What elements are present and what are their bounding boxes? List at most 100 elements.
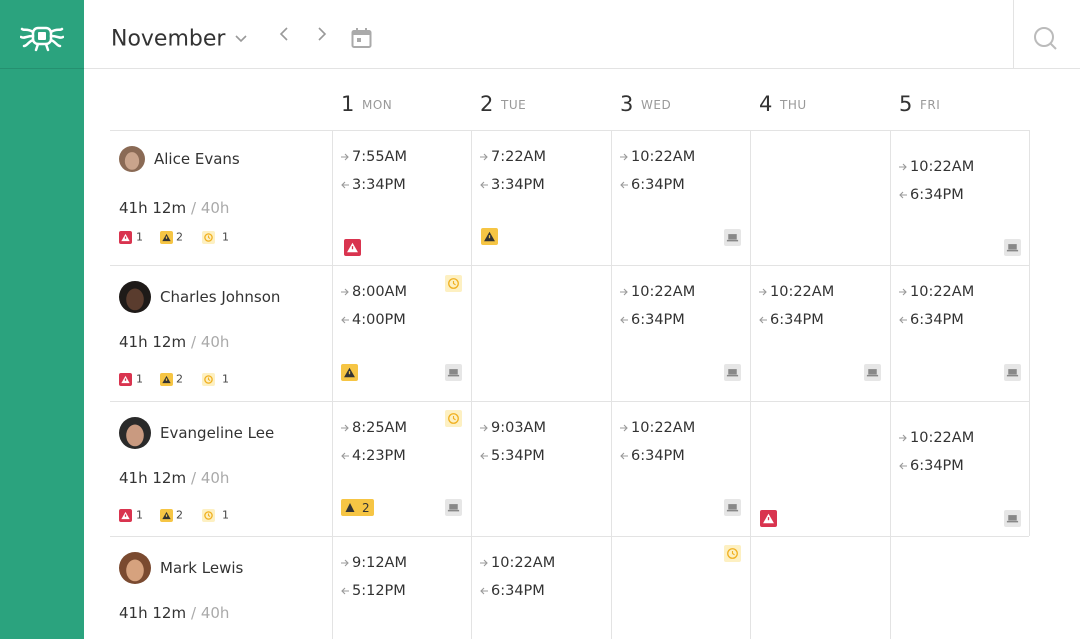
clock-out-time: 5:12PM	[352, 583, 406, 599]
icon-lap	[863, 363, 881, 381]
icon-yel	[159, 230, 173, 244]
icon-red	[118, 372, 132, 386]
clock-in-time: 8:25AM	[352, 420, 407, 436]
clock-in-time: 9:12AM	[352, 555, 407, 571]
month-dropdown[interactable]	[234, 33, 248, 45]
icon-lap	[723, 498, 741, 516]
clock-out-time: 6:34PM	[631, 312, 685, 328]
grid-col-line	[1029, 130, 1030, 536]
clock-out-time: 6:34PM	[631, 448, 685, 464]
employee-name: Charles Johnson	[160, 288, 281, 306]
worked-hours: 41h 12m	[119, 333, 187, 351]
day-name: WED	[641, 98, 672, 112]
avatar	[119, 281, 151, 313]
clock-in-time: 7:22AM	[491, 149, 546, 165]
day-number: 5	[899, 92, 913, 116]
clock-in-arrow	[899, 163, 907, 171]
icon-lap	[1003, 509, 1021, 527]
next-button[interactable]	[316, 26, 328, 42]
clock-out-arrow	[341, 587, 349, 595]
clock-in-arrow	[341, 288, 349, 296]
worked-hours: 41h 12m	[119, 199, 187, 217]
alert-count: 1	[136, 372, 143, 386]
logo[interactable]	[20, 22, 64, 52]
late-count: 1	[222, 508, 229, 522]
sidebar	[0, 0, 84, 639]
icon-red	[118, 508, 132, 522]
avatar	[119, 552, 151, 584]
clock-out-arrow	[899, 191, 907, 199]
clock-in-arrow	[620, 153, 628, 161]
badge-count: 2	[362, 501, 370, 515]
grid-row-line	[110, 536, 1029, 537]
clock-out-time: 6:34PM	[910, 187, 964, 203]
day-name: FRI	[920, 98, 941, 112]
alert-count: 1	[136, 508, 143, 522]
warning-badge	[341, 499, 374, 516]
clock-in-time: 10:22AM	[910, 430, 975, 446]
clock-out-arrow	[899, 316, 907, 324]
clock-in-time: 10:22AM	[631, 420, 696, 436]
planned-hours: / 40h	[191, 199, 230, 217]
clock-out-time: 3:34PM	[491, 177, 545, 193]
day-number: 3	[620, 92, 634, 116]
icon-clk	[444, 274, 462, 292]
day-number: 1	[341, 92, 355, 116]
warning-count: 2	[176, 372, 183, 386]
month-title[interactable]: November	[111, 26, 226, 52]
clock-out-arrow	[480, 452, 488, 460]
grid-col-line	[890, 130, 891, 639]
clock-out-time: 3:34PM	[352, 177, 406, 193]
clock-out-arrow	[620, 452, 628, 460]
employee-name: Evangeline Lee	[160, 424, 275, 442]
planned-hours: / 40h	[191, 604, 230, 622]
clock-in-time: 10:22AM	[770, 284, 835, 300]
clock-out-time: 6:34PM	[770, 312, 824, 328]
clock-out-arrow	[620, 181, 628, 189]
clock-out-arrow	[341, 181, 349, 189]
clock-out-time: 6:34PM	[910, 458, 964, 474]
clock-out-time: 6:34PM	[631, 177, 685, 193]
clock-in-time: 7:55AM	[352, 149, 407, 165]
icon-lap	[1003, 238, 1021, 256]
clock-in-time: 10:22AM	[491, 555, 556, 571]
clock-in-arrow	[341, 559, 349, 567]
grid-row-line	[110, 401, 1029, 402]
icon-lap	[444, 498, 462, 516]
topbar-border	[84, 68, 1080, 69]
day-number: 2	[480, 92, 494, 116]
clock-out-arrow	[620, 316, 628, 324]
icon-red	[343, 238, 361, 256]
clock-out-time: 4:00PM	[352, 312, 406, 328]
clock-out-time: 4:23PM	[352, 448, 406, 464]
grid-col-line	[611, 130, 612, 639]
icon-clk	[201, 230, 215, 244]
calendar-button[interactable]	[351, 27, 372, 49]
late-count: 1	[222, 230, 229, 244]
prev-button[interactable]	[278, 26, 290, 42]
icon-red	[759, 509, 777, 527]
employee-name: Mark Lewis	[160, 559, 244, 577]
grid-row-line	[110, 265, 1029, 266]
search-divider	[1013, 0, 1014, 68]
avatar	[119, 146, 145, 172]
icon-yel	[480, 227, 498, 245]
icon-clk	[201, 372, 215, 386]
search-button[interactable]	[1033, 26, 1059, 52]
icon-clk	[444, 409, 462, 427]
employee-name: Alice Evans	[154, 150, 240, 168]
clock-in-arrow	[341, 424, 349, 432]
day-number: 4	[759, 92, 773, 116]
icon-lap	[723, 228, 741, 246]
clock-in-arrow	[899, 434, 907, 442]
clock-out-arrow	[341, 316, 349, 324]
late-count: 1	[222, 372, 229, 386]
icon-yel	[159, 508, 173, 522]
clock-out-arrow	[480, 587, 488, 595]
clock-out-arrow	[480, 181, 488, 189]
icon-lap	[723, 363, 741, 381]
clock-out-time: 6:34PM	[491, 583, 545, 599]
alert-count: 1	[136, 230, 143, 244]
warning-count: 2	[176, 508, 183, 522]
